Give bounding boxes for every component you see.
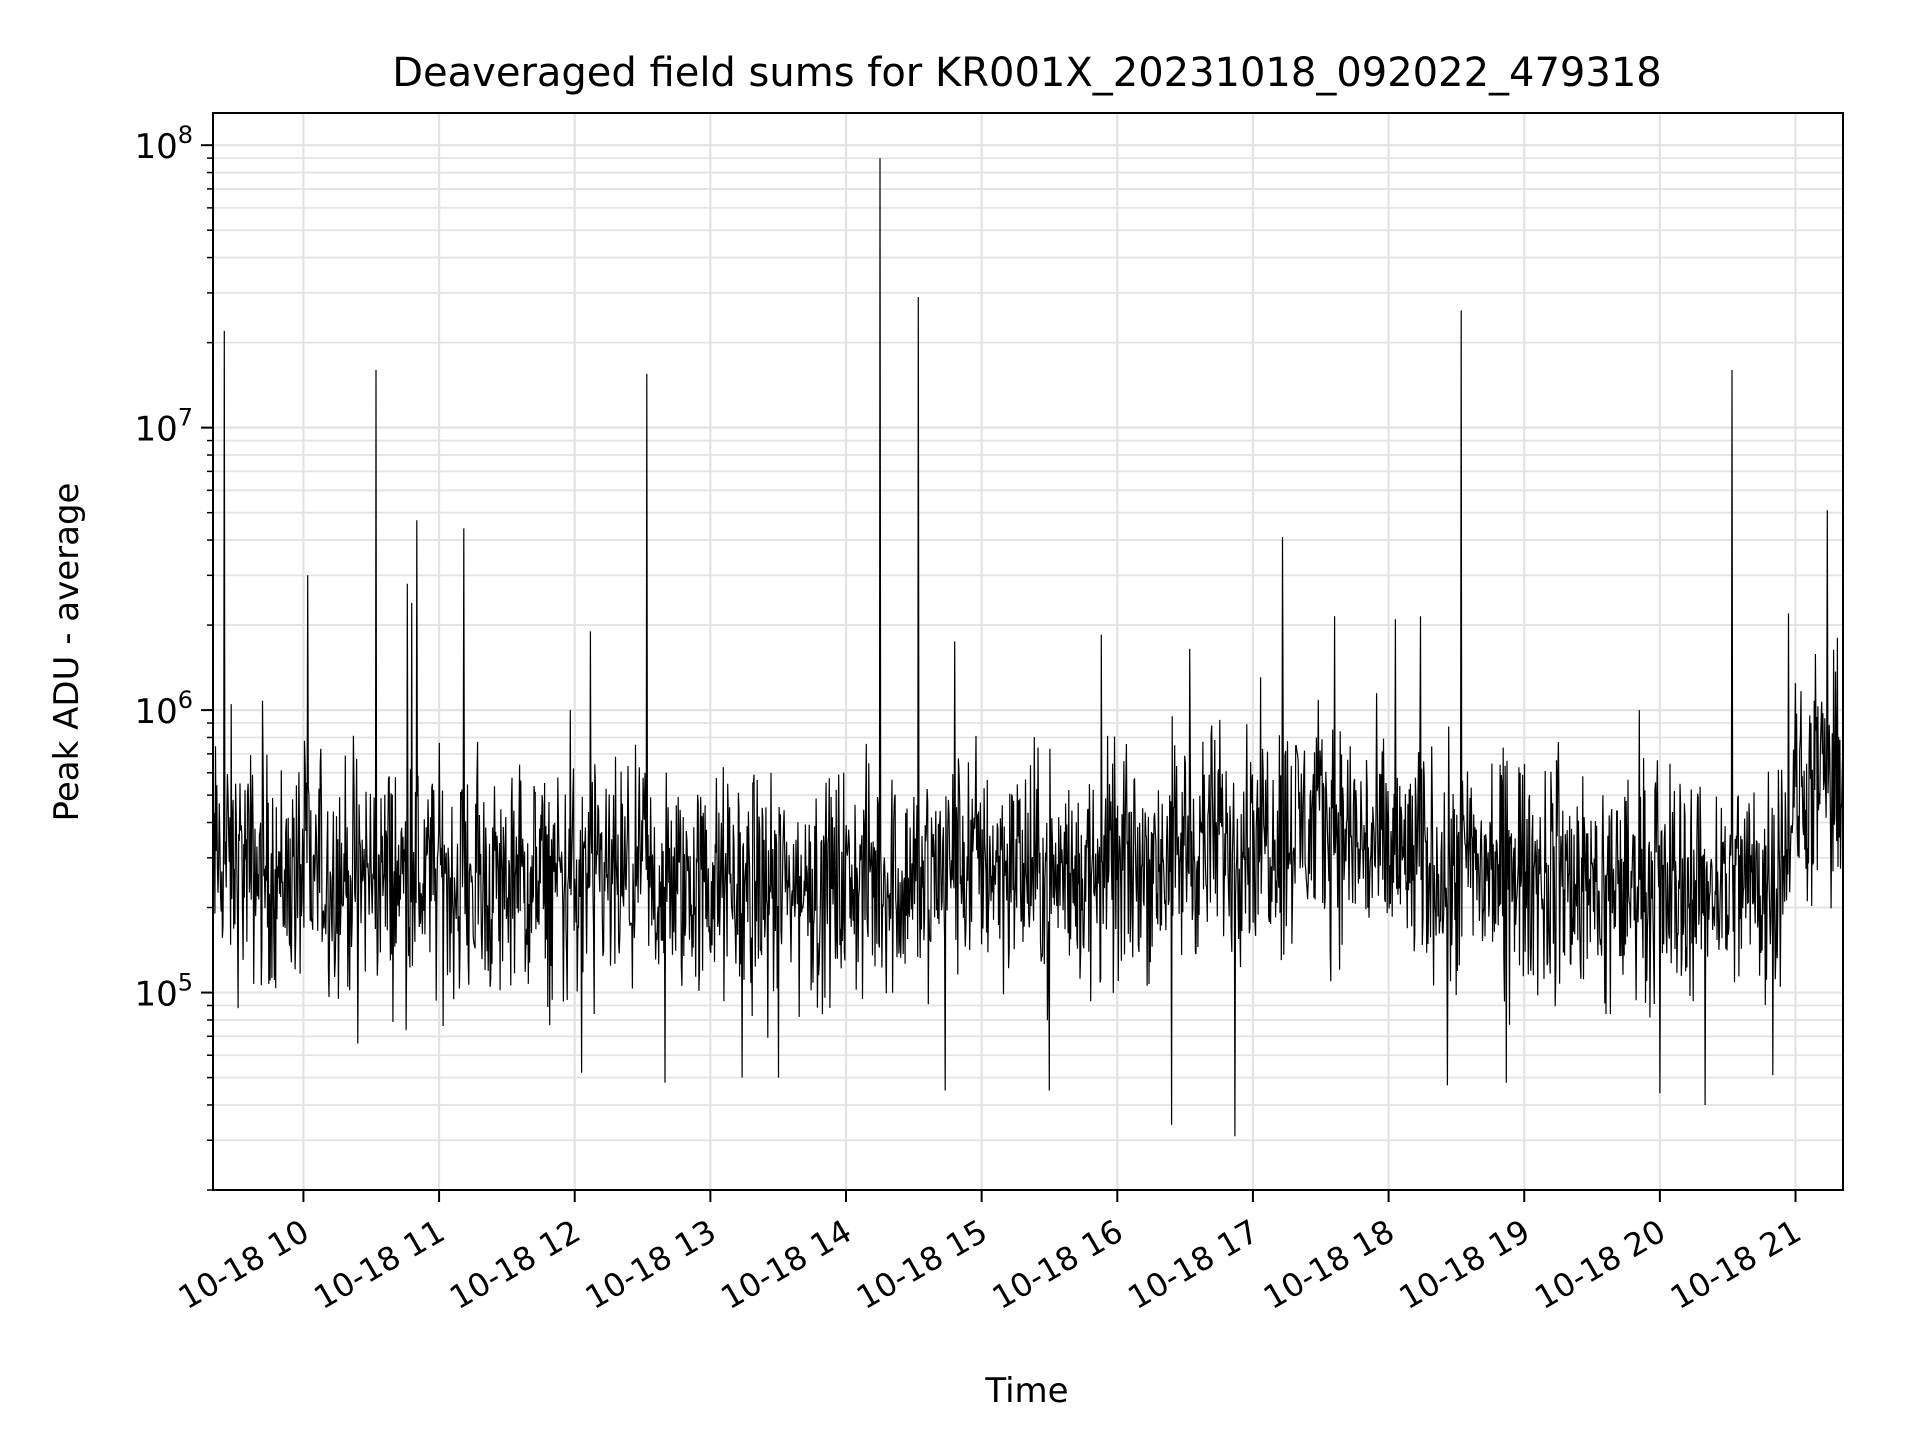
y-tick-base: 10 <box>134 410 177 450</box>
data-line <box>212 158 1844 1137</box>
y-tick-base: 10 <box>134 975 177 1015</box>
y-tick-label: 106 <box>134 686 193 732</box>
y-tick-exponent: 8 <box>178 121 193 149</box>
y-tick-base: 10 <box>134 127 177 167</box>
y-tick-base: 10 <box>134 692 177 732</box>
y-tick-exponent: 7 <box>178 404 193 432</box>
series-line <box>212 158 1844 1137</box>
y-tick-label: 107 <box>134 404 193 450</box>
plot-frame <box>212 112 1844 1191</box>
y-tick-exponent: 6 <box>178 686 193 714</box>
y-tick-label: 108 <box>134 121 193 167</box>
y-tick-label: 105 <box>134 969 193 1015</box>
y-axis-label: Peak ADU - average <box>47 483 87 822</box>
x-axis-label: Time <box>984 1371 1068 1411</box>
y-tick-exponent: 5 <box>178 969 193 997</box>
chart-title: Deaveraged field sums for KR001X_2023101… <box>392 50 1661 96</box>
